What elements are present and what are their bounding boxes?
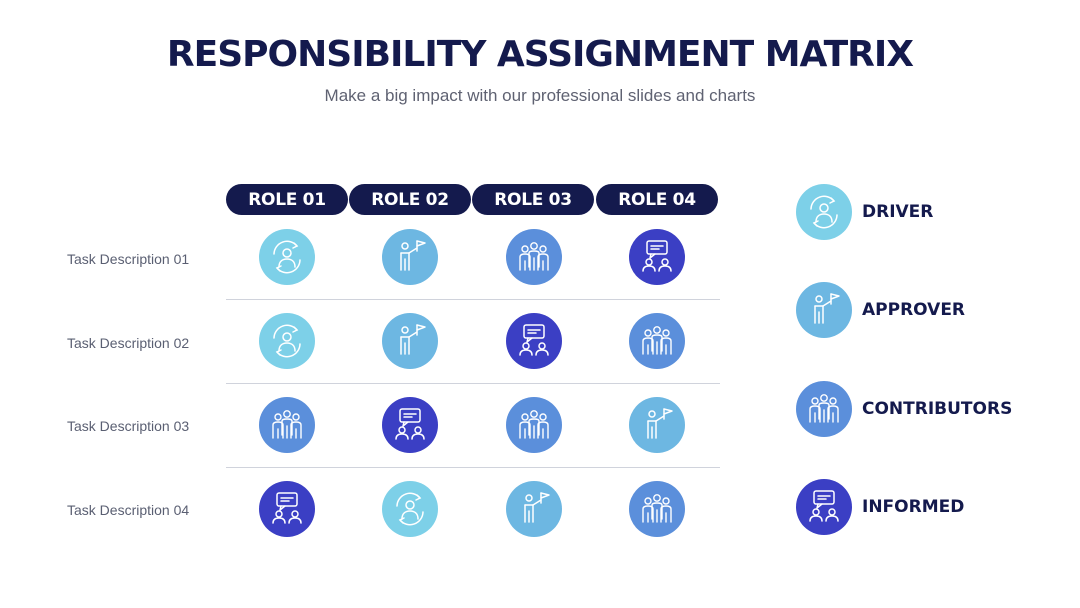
- legend-approver-label: APPROVER: [862, 300, 966, 320]
- task-label-04: Task Description 04: [67, 502, 190, 518]
- informed-icon: [519, 324, 549, 356]
- matrix-cell-informed: [259, 481, 315, 537]
- contributors-icon: [519, 410, 549, 439]
- row-divider: [226, 299, 720, 300]
- driver-icon: [273, 324, 301, 358]
- legend-contributors-label: CONTRIBUTORS: [862, 399, 1013, 419]
- contributors-icon: [272, 410, 302, 439]
- legend-driver-label: DRIVER: [862, 202, 934, 222]
- legend-approver-badge: [796, 282, 852, 338]
- matrix-cell-contributors: [506, 397, 562, 453]
- driver-icon: [396, 492, 424, 526]
- driver-icon: [273, 240, 301, 274]
- page-title: RESPONSIBILITY ASSIGNMENT MATRIX: [166, 34, 914, 75]
- matrix-cell-contributors: [259, 397, 315, 453]
- matrix-cell-approver: [382, 229, 438, 285]
- contributors-icon: [642, 326, 672, 355]
- role-header-03: ROLE 03: [472, 184, 594, 215]
- task-label-03: Task Description 03: [67, 418, 190, 434]
- approver-icon: [524, 492, 550, 523]
- row-divider: [226, 383, 720, 384]
- task-label-02: Task Description 02: [67, 335, 190, 351]
- matrix-cell-contributors: [629, 313, 685, 369]
- approver-icon: [400, 240, 426, 271]
- row-divider: [226, 467, 720, 468]
- role-header-01: ROLE 01: [226, 184, 348, 215]
- contributors-icon: [519, 242, 549, 271]
- approver-icon: [400, 324, 426, 355]
- matrix-cell-contributors: [506, 229, 562, 285]
- approver-icon: [814, 293, 840, 324]
- matrix-cell-informed: [629, 229, 685, 285]
- matrix-cell-approver: [506, 481, 562, 537]
- approver-icon: [647, 408, 673, 439]
- legend-driver-badge: [796, 184, 852, 240]
- informed-icon: [395, 408, 425, 440]
- legend-contributors-badge: [796, 381, 852, 437]
- contributors-icon: [642, 494, 672, 523]
- matrix-cell-driver: [382, 481, 438, 537]
- matrix-cell-informed: [506, 313, 562, 369]
- informed-icon: [809, 490, 839, 522]
- matrix-cell-informed: [382, 397, 438, 453]
- matrix-cell-driver: [259, 229, 315, 285]
- matrix-cell-driver: [259, 313, 315, 369]
- matrix-cell-approver: [382, 313, 438, 369]
- page-subtitle: Make a big impact with our professional …: [324, 86, 756, 105]
- matrix-cell-contributors: [629, 481, 685, 537]
- informed-icon: [272, 492, 302, 524]
- legend-informed-badge: [796, 479, 852, 535]
- driver-icon: [810, 195, 838, 229]
- role-header-02: ROLE 02: [349, 184, 471, 215]
- contributors-icon: [809, 394, 839, 423]
- task-label-01: Task Description 01: [67, 251, 190, 267]
- informed-icon: [642, 240, 672, 272]
- role-header-04: ROLE 04: [596, 184, 718, 215]
- matrix-cell-approver: [629, 397, 685, 453]
- legend-informed-label: INFORMED: [862, 497, 965, 517]
